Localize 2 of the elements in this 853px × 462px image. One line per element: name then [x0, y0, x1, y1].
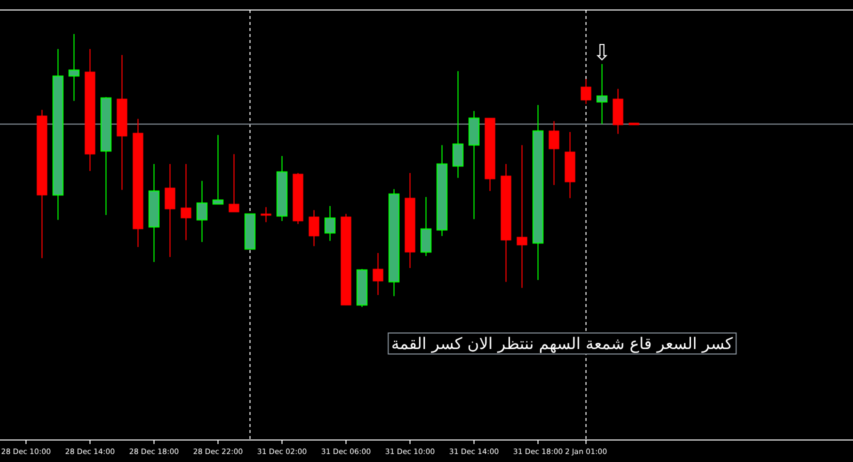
annotation-box: كسر السعر قاع شمعة السهم ننتظر الان كسر القمة: [388, 332, 737, 354]
annotation: ⇩: [592, 41, 612, 66]
